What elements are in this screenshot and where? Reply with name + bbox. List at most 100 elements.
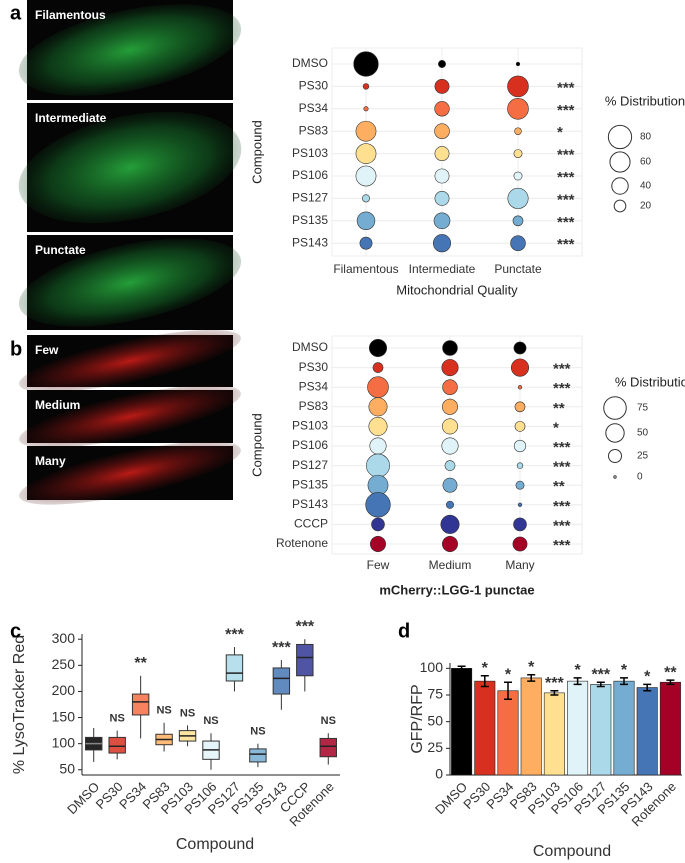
legend-label: 75 [637, 403, 649, 414]
legend-title: % Distribution [605, 93, 685, 108]
significance: ** [553, 400, 565, 417]
y-tick-label: 100 [52, 734, 76, 750]
bubble [446, 500, 454, 509]
micrograph-signal [19, 441, 241, 505]
error-bar [643, 683, 652, 692]
significance: * [574, 662, 581, 679]
bubble [513, 171, 523, 181]
y-tick-label: PS135 [292, 477, 328, 491]
significance: *** [553, 537, 571, 554]
error-bar [596, 681, 605, 688]
bubble [368, 416, 388, 436]
bubble [365, 492, 391, 518]
bubble [513, 341, 527, 355]
box [319, 737, 337, 758]
box [296, 643, 314, 677]
significance: *** [225, 626, 244, 643]
bubble [434, 123, 450, 139]
significance: *** [557, 191, 575, 208]
y-tick-label: PS30 [299, 360, 329, 374]
significance: * [644, 669, 651, 686]
box [108, 736, 126, 754]
legend-bubble [607, 124, 633, 150]
bubble [517, 385, 523, 390]
y-tick-label: PS103 [292, 146, 328, 160]
bar [659, 681, 681, 776]
bubble [355, 120, 377, 142]
significance: * [621, 662, 628, 679]
bubble [513, 439, 527, 453]
error-bar [457, 665, 466, 672]
y-tick-label: 25 [427, 739, 443, 755]
bubble [514, 127, 522, 135]
y-tick-label: PS143 [292, 497, 328, 511]
bubble [370, 536, 386, 552]
box [225, 654, 244, 682]
legend-label: 40 [640, 181, 652, 192]
bubble [368, 397, 388, 417]
bubble [514, 401, 526, 413]
legend-bubble [605, 423, 625, 443]
legend-label: 80 [640, 132, 652, 143]
bubble [434, 146, 450, 162]
y-tick-label: 300 [52, 630, 76, 646]
image-label: Medium [35, 398, 80, 412]
significance: NS [321, 715, 336, 727]
significance: *** [545, 675, 564, 692]
bubble [442, 379, 458, 395]
bubble [442, 477, 458, 493]
y-tick-label: Rotenone [276, 536, 328, 550]
x-axis-title: Compound [533, 843, 611, 860]
bubble [507, 98, 529, 120]
significance: *** [553, 439, 571, 456]
significance: *** [553, 498, 571, 515]
bubble [366, 453, 390, 478]
bubble [442, 340, 458, 356]
bubble [363, 106, 369, 112]
significance: *** [557, 236, 575, 253]
y-tick-label: PS135 [292, 213, 328, 227]
bubble [367, 376, 389, 398]
x-tick-label: Medium [429, 558, 472, 572]
bubble [507, 75, 529, 98]
y-tick-label: PS34 [299, 379, 329, 393]
y-tick-label: 200 [52, 682, 76, 698]
panel-label: b [10, 338, 22, 360]
bubble [514, 421, 526, 432]
x-tick-label: Filamentous [333, 262, 398, 276]
bar [567, 680, 589, 776]
error-bar [620, 677, 628, 686]
y-tick-label: DMSO [292, 340, 328, 354]
bar [474, 680, 496, 776]
bubble [371, 517, 385, 532]
y-tick-label: PS106 [292, 438, 328, 452]
y-tick-label: PS127 [292, 458, 328, 472]
bubble [433, 212, 451, 230]
bubble [434, 78, 450, 94]
x-tick-label: Few [367, 558, 390, 572]
bubble [510, 358, 530, 377]
y-tick-label: PS106 [292, 168, 328, 182]
image-label: Few [35, 343, 59, 357]
bubble [438, 60, 446, 68]
y-tick-label: PS30 [299, 79, 329, 93]
micrograph-signal [18, 111, 242, 224]
y-axis-title: % LysoTracker Red [11, 635, 28, 774]
bar [451, 668, 473, 776]
panel-label: c [10, 620, 21, 642]
bubble [515, 61, 521, 67]
bubble [362, 194, 370, 203]
x-tick-label: Punctate [494, 262, 542, 276]
y-tick-label: DMSO [292, 56, 328, 70]
y-axis-title: Compound [249, 413, 264, 477]
error-bar [550, 689, 559, 696]
significance: NS [110, 713, 125, 725]
x-axis-title: Compound [176, 836, 254, 853]
legend-label: 25 [637, 451, 649, 462]
bubble [441, 359, 459, 377]
legend-label: 0 [637, 472, 643, 483]
y-axis-title: GFP/RFP [409, 684, 426, 753]
bubble [353, 51, 379, 77]
significance: *** [295, 618, 314, 635]
